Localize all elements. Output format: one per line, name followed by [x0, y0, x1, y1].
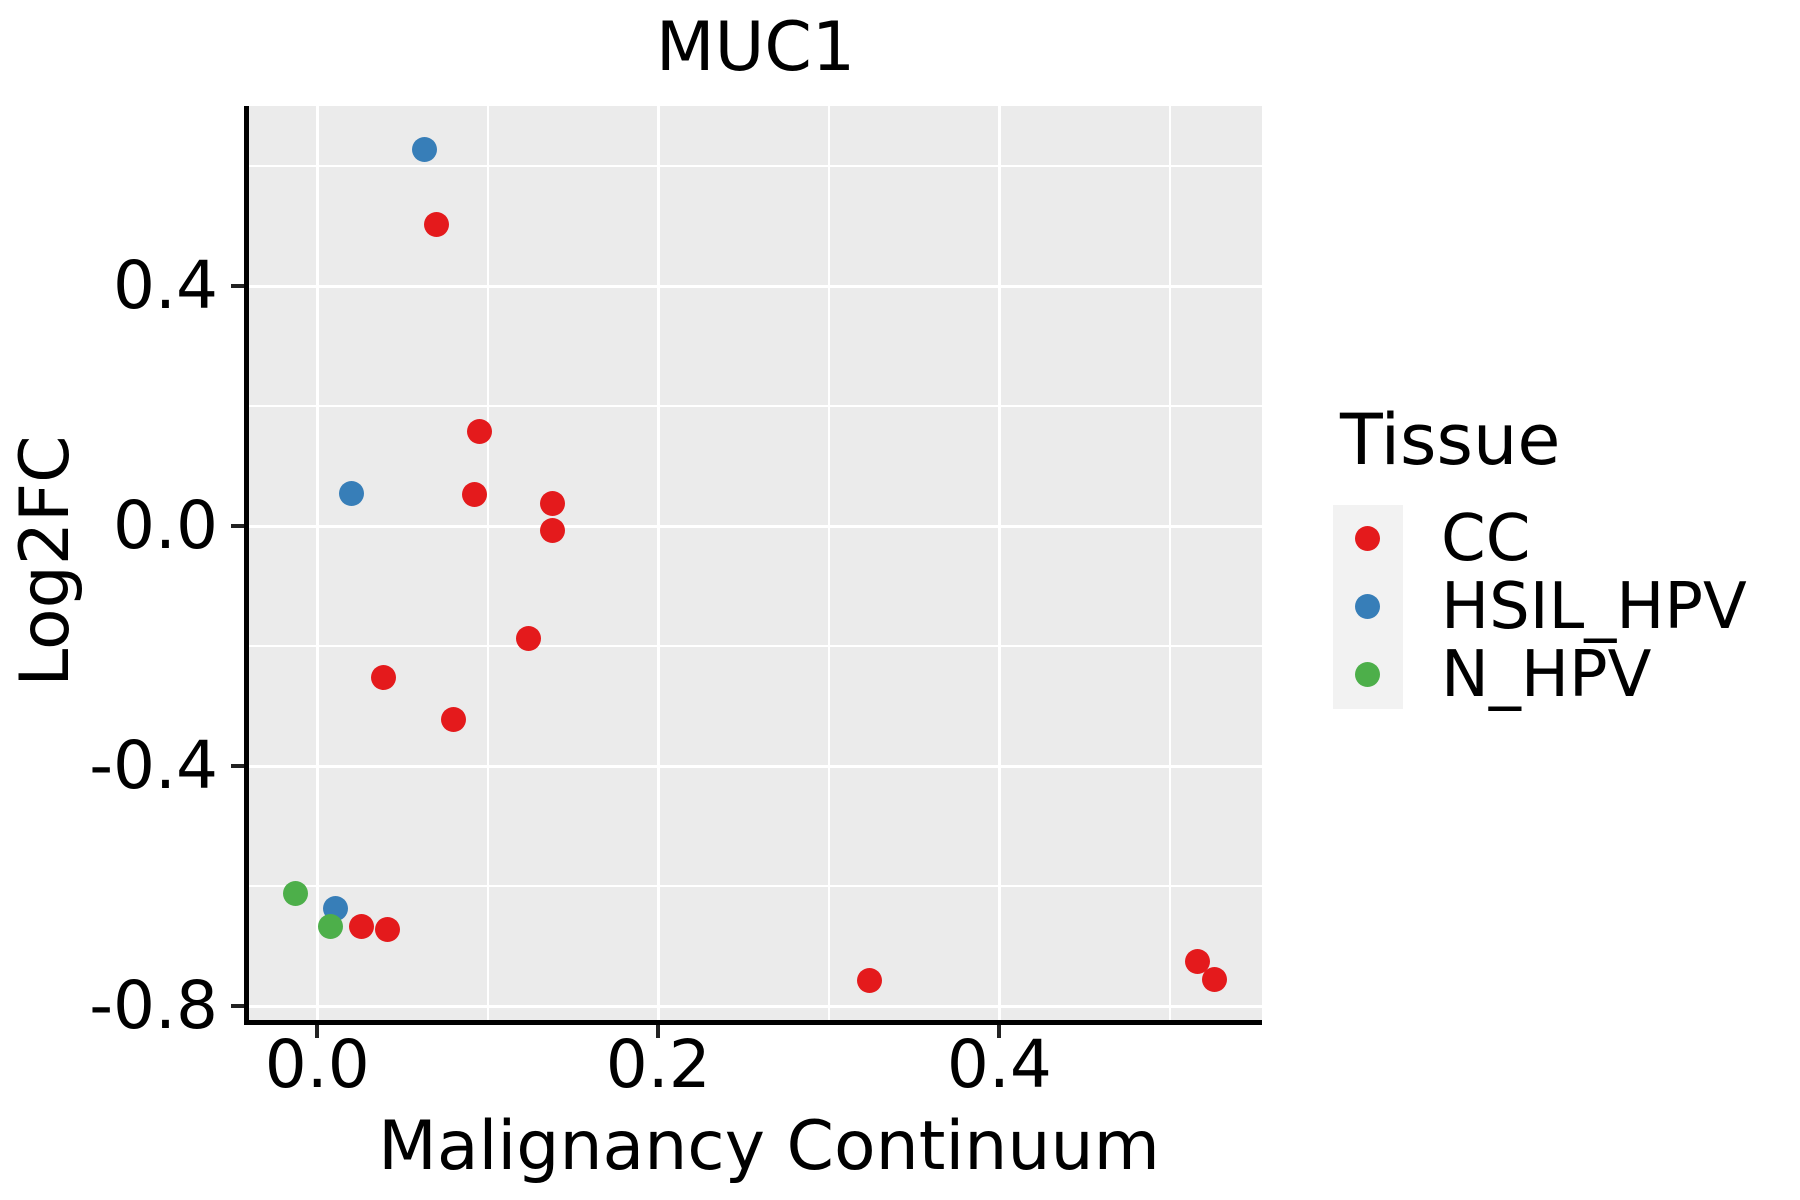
x-tick-label: 0.4: [946, 1026, 1052, 1103]
data-point-cc: [1201, 966, 1227, 992]
data-point-cc: [424, 211, 450, 237]
data-point-cc: [461, 481, 487, 507]
data-point-cc: [857, 967, 883, 993]
y-tick-label: 0.4: [113, 247, 218, 325]
legend-dot-n_hpv: [1355, 662, 1380, 687]
data-point-cc: [540, 518, 566, 544]
data-point-n_hpv: [282, 880, 308, 906]
x-tick: [997, 1025, 1002, 1038]
x-tick: [656, 1025, 661, 1038]
gridline-minor-horizontal: [249, 405, 1262, 408]
gridline-major-horizontal: [249, 764, 1262, 768]
gridline-major-horizontal: [249, 524, 1262, 528]
data-point-cc: [371, 665, 397, 691]
gridline-major-horizontal: [249, 1004, 1262, 1008]
y-tick-label: 0.0: [113, 487, 218, 565]
data-point-cc: [441, 706, 467, 732]
gridline-major-horizontal: [249, 284, 1262, 288]
x-axis-title: Malignancy Continuum: [378, 1107, 1160, 1186]
legend-key: [1333, 505, 1403, 573]
legend-title: Tissue: [1340, 399, 1561, 481]
gridline-minor-horizontal: [249, 165, 1262, 167]
y-tick-label: -0.4: [89, 727, 218, 805]
data-point-cc: [466, 418, 492, 444]
data-point-cc: [374, 916, 400, 942]
y-tick: [231, 524, 244, 529]
gridline-minor-horizontal: [249, 645, 1262, 648]
gridline-major-vertical: [315, 106, 319, 1020]
y-tick: [231, 1004, 244, 1009]
legend-item-n_hpv: N_HPV: [1333, 641, 1747, 709]
plot-panel: [249, 106, 1262, 1020]
data-point-cc: [516, 625, 542, 651]
gridline-minor-vertical: [1168, 106, 1171, 1020]
y-axis-title: Log2FC: [6, 435, 85, 687]
gridline-minor-vertical: [827, 106, 830, 1020]
legend-item-hsil_hpv: HSIL_HPV: [1333, 573, 1747, 641]
legend-dot-hsil_hpv: [1355, 594, 1380, 619]
legend-dot-cc: [1355, 526, 1380, 551]
legend-key: [1333, 573, 1403, 641]
gridline-minor-vertical: [486, 106, 489, 1020]
data-point-hsil_hpv: [338, 480, 364, 506]
legend-label: N_HPV: [1441, 638, 1652, 712]
gridline-minor-horizontal: [249, 885, 1262, 888]
data-point-n_hpv: [318, 913, 344, 939]
legend-items: CC HSIL_HPV N_HPV: [1333, 505, 1747, 709]
legend-label: CC: [1441, 502, 1531, 576]
y-tick: [231, 764, 244, 769]
y-tick-label: -0.8: [89, 967, 218, 1045]
x-tick-label: 0.2: [605, 1026, 711, 1103]
legend-label: HSIL_HPV: [1441, 570, 1747, 644]
chart-title: MUC1: [655, 8, 856, 87]
y-axis-line: [244, 106, 249, 1025]
x-tick: [315, 1025, 320, 1038]
x-tick-label: 0.0: [264, 1026, 370, 1103]
y-tick: [231, 284, 244, 289]
legend-item-cc: CC: [1333, 505, 1747, 573]
x-axis-line: [244, 1020, 1262, 1025]
data-point-cc: [540, 490, 566, 516]
data-point-cc: [349, 914, 375, 940]
data-point-hsil_hpv: [412, 136, 438, 162]
gridline-major-vertical: [656, 106, 660, 1020]
legend-key: [1333, 641, 1403, 709]
gridline-major-vertical: [997, 106, 1001, 1020]
